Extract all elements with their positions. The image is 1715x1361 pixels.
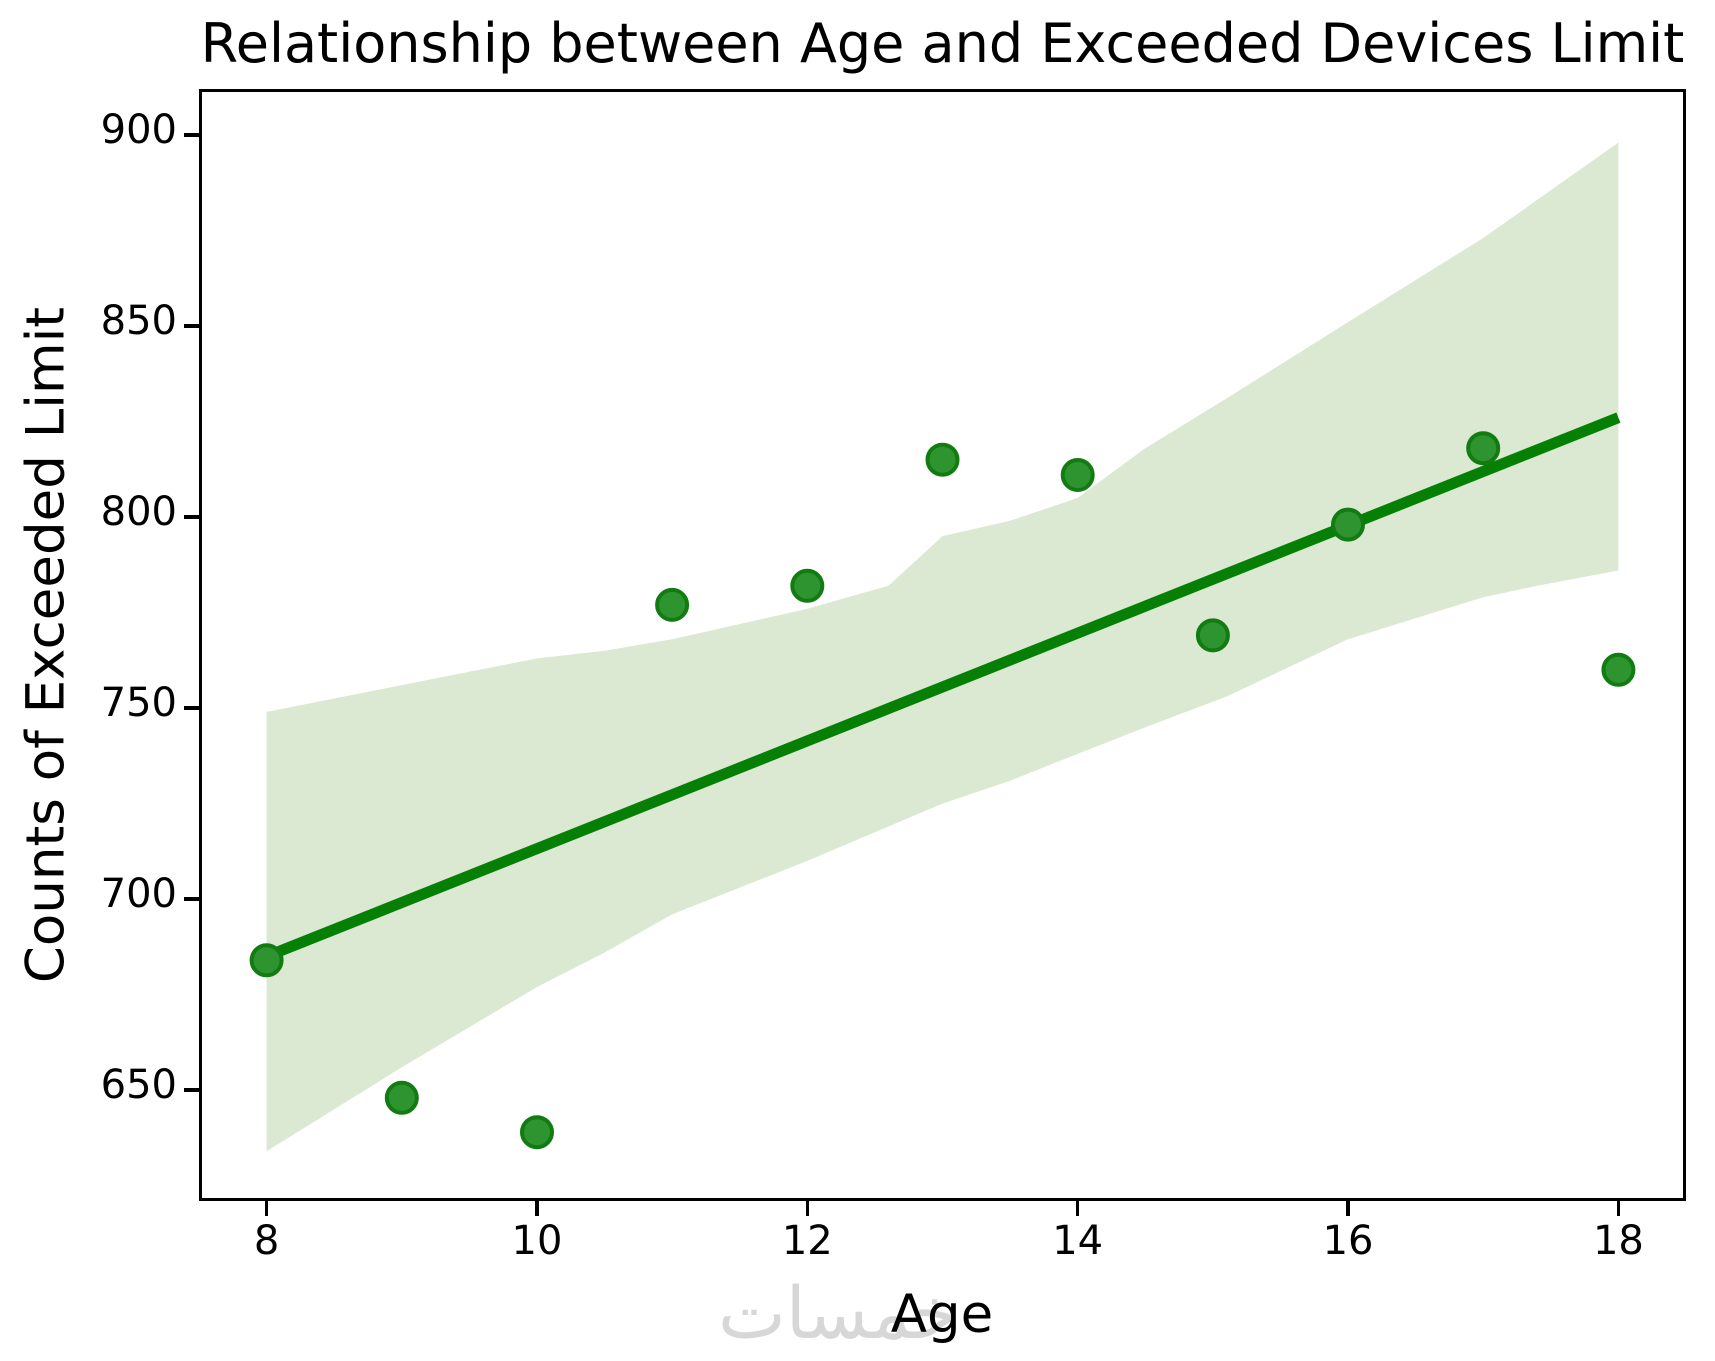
x-tick bbox=[805, 1201, 810, 1216]
data-point bbox=[249, 943, 284, 978]
y-tick bbox=[184, 133, 199, 137]
x-tick-label: 14 bbox=[1052, 1218, 1104, 1264]
y-tick-label: 750 bbox=[100, 680, 177, 727]
chart-title: Relationship between Age and Exceeded De… bbox=[200, 12, 1685, 75]
x-tick-label: 8 bbox=[253, 1218, 280, 1264]
y-tick bbox=[184, 324, 199, 328]
x-tick bbox=[1075, 1201, 1080, 1216]
data-point bbox=[655, 587, 690, 622]
x-axis-label: Age bbox=[890, 1284, 994, 1345]
data-point bbox=[1060, 458, 1095, 492]
y-tick-label: 700 bbox=[100, 871, 177, 918]
data-point bbox=[1195, 618, 1230, 653]
y-tick-label: 650 bbox=[100, 1062, 177, 1109]
y-axis-label: Counts of Exceeded Limit bbox=[15, 306, 77, 984]
data-point bbox=[925, 442, 960, 477]
watermark: خمسات bbox=[717, 1271, 959, 1355]
x-tick bbox=[264, 1201, 269, 1216]
y-tick-label: 850 bbox=[100, 297, 177, 344]
y-tick bbox=[184, 897, 199, 901]
data-point bbox=[384, 1080, 419, 1115]
y-tick-label: 800 bbox=[100, 488, 177, 535]
regression-line bbox=[264, 412, 1621, 962]
data-point bbox=[790, 568, 825, 603]
data-point bbox=[1331, 507, 1365, 542]
y-tick bbox=[184, 515, 199, 519]
data-point bbox=[1601, 652, 1636, 687]
x-tick bbox=[1616, 1201, 1621, 1216]
y-tick bbox=[184, 706, 199, 710]
x-tick-label: 12 bbox=[781, 1218, 833, 1264]
plot-area bbox=[249, 142, 1636, 1152]
data-point bbox=[520, 1115, 554, 1150]
x-tick-label: 10 bbox=[511, 1218, 563, 1264]
confidence-band bbox=[266, 142, 1619, 1152]
y-tick bbox=[184, 1088, 199, 1092]
data-point bbox=[1466, 431, 1501, 466]
y-tick-label: 900 bbox=[100, 106, 177, 153]
x-tick bbox=[1346, 1201, 1350, 1216]
x-tick-label: 16 bbox=[1322, 1218, 1374, 1264]
x-tick bbox=[535, 1201, 539, 1216]
x-tick-label: 18 bbox=[1592, 1218, 1644, 1264]
